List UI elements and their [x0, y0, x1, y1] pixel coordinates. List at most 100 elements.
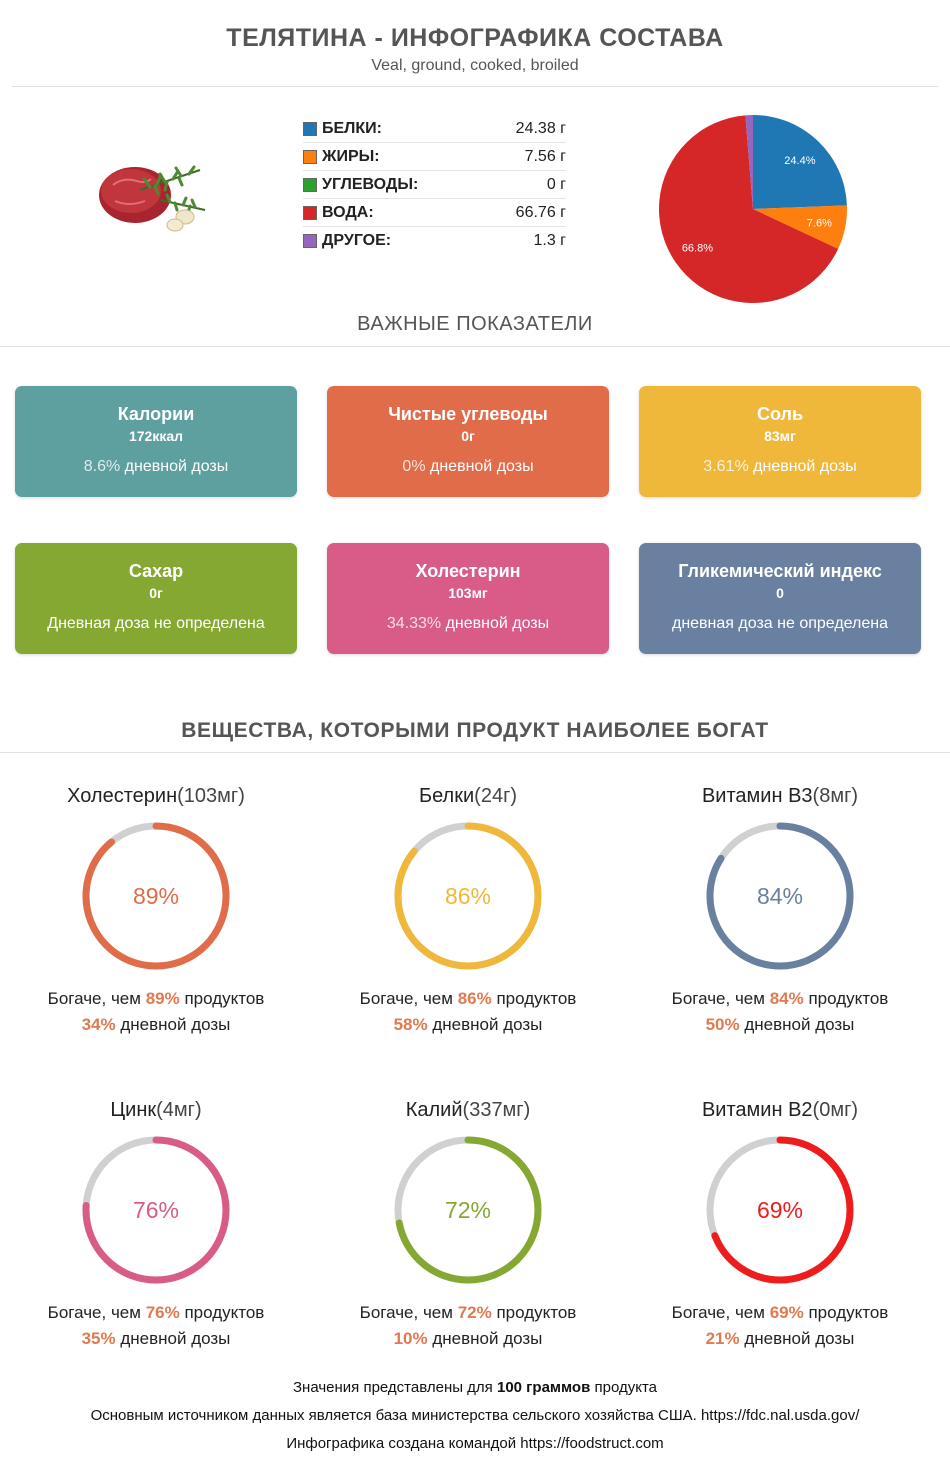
- richer-line: Богаче, чем 84% продуктов: [624, 986, 936, 1012]
- footer-suffix: продукта: [594, 1379, 657, 1396]
- nutrient-amount: (4мг): [156, 1099, 202, 1121]
- percentile-ring: 69%: [706, 1136, 854, 1284]
- macro-name: ДРУГОЕ:: [322, 232, 392, 249]
- footer-credit: Инфографика создана командой https://foo…: [286, 1435, 664, 1452]
- dose-pct: 34%: [81, 1015, 116, 1034]
- carbs-swatch: [303, 177, 317, 192]
- ring-percent: 72%: [445, 1197, 491, 1223]
- page-title: ТЕЛЯТИНА - ИНФОГРАФИКА СОСТАВА: [226, 24, 724, 52]
- richer-suffix: продуктов: [808, 1303, 889, 1322]
- macro-value: 1.3 г: [533, 232, 566, 249]
- protein-swatch: [303, 121, 317, 136]
- card-dose-text: дневная доза не определена: [671, 615, 888, 632]
- dose-suffix: дневной дозы: [432, 1015, 543, 1034]
- rich-nutrients-heading: ВЕЩЕСТВА, КОТОРЫМИ ПРОДУКТ НАИБОЛЕЕ БОГА…: [181, 719, 769, 742]
- nutrient-name: Калий: [405, 1099, 463, 1121]
- nutrient-title: Витамин B3(8мг): [624, 782, 936, 810]
- fat-swatch: [303, 149, 317, 164]
- card-calories: Калории 172ккал 8.6% дневной дозы: [15, 386, 297, 497]
- card-salt: Соль 83мг 3.61% дневной дозы: [639, 386, 921, 497]
- card-dose-pct: 8.6%: [83, 458, 121, 475]
- page-subtitle: Veal, ground, cooked, broiled: [371, 57, 579, 74]
- macro-row-protein: БЕЛКИ: 24.38 г: [303, 115, 566, 143]
- card-net-carbs: Чистые углеводы 0г 0% дневной дозы: [327, 386, 609, 497]
- dose-pct: 21%: [705, 1329, 740, 1348]
- macro-row-carbs: УГЛЕВОДЫ: 0 г: [303, 171, 566, 199]
- card-value: 103мг: [448, 585, 488, 601]
- richer-line: Богаче, чем 72% продуктов: [312, 1300, 624, 1326]
- richer-prefix: Богаче, чем: [359, 1303, 453, 1322]
- dose-pct: 10%: [393, 1329, 428, 1348]
- nutrient-title: Цинк(4мг): [0, 1096, 312, 1124]
- richer-line: Богаче, чем 86% продуктов: [312, 986, 624, 1012]
- ring-progress: [82, 1136, 230, 1284]
- nutrient-ring-block: Белки(24г) 86% Богаче, чем 86% продуктов 58…: [312, 782, 624, 1038]
- footer-bold: 100 граммов: [496, 1379, 591, 1396]
- card-value: 0г: [461, 428, 475, 444]
- richer-line: Богаче, чем 89% продуктов: [0, 986, 312, 1012]
- nutrient-title: Витамин B2(0мг): [624, 1096, 936, 1124]
- dose-line: 10% дневной дозы: [312, 1326, 624, 1352]
- card-dose-text: Дневная доза не определена: [47, 615, 265, 632]
- card-dose: 0% дневной дозы: [327, 458, 609, 476]
- dose-pct: 58%: [393, 1015, 428, 1034]
- nutrient-name: Белки: [418, 785, 475, 807]
- nutrient-name: Цинк: [110, 1099, 157, 1121]
- dose-suffix: дневной дозы: [744, 1015, 855, 1034]
- card-value: 0: [776, 585, 784, 601]
- footer-note: Значения представлены для 100 граммов пр…: [0, 1379, 950, 1396]
- nutrient-ring-block: Витамин B3(8мг) 84% Богаче, чем 84% продук…: [624, 782, 936, 1038]
- card-value: 83мг: [764, 428, 796, 444]
- card-dose-text: дневной дозы: [124, 458, 229, 475]
- macro-table: БЕЛКИ: 24.38 г ЖИРЫ: 7.56 г УГЛЕВОДЫ: 0 …: [303, 115, 566, 255]
- richer-pct: 86%: [457, 989, 492, 1008]
- dose-line: 58% дневной дозы: [312, 1012, 624, 1038]
- nutrient-ring-block: Витамин B2(0мг) 69% Богаче, чем 69% продук…: [624, 1096, 936, 1352]
- nutrient-amount: (337мг): [462, 1099, 531, 1121]
- nutrient-title: Холестерин(103мг): [0, 782, 312, 810]
- pie-slice-protein: [753, 115, 847, 209]
- card-dose: 3.61% дневной дозы: [639, 458, 921, 476]
- richer-suffix: продуктов: [496, 1303, 577, 1322]
- card-glycemic-index: Гликемический индекс 0 дневная доза не опр…: [639, 543, 921, 654]
- richer-pct: 69%: [769, 1303, 804, 1322]
- footer-prefix: Значения представлены для: [292, 1379, 493, 1396]
- ring-percent: 86%: [445, 883, 491, 909]
- ring-progress: [394, 822, 542, 970]
- meat-image: [99, 165, 206, 232]
- ring-progress: [82, 822, 230, 970]
- macro-row-other: ДРУГОЕ: 1.3 г: [303, 227, 566, 255]
- ring-percent: 89%: [133, 883, 179, 909]
- macro-name: УГЛЕВОДЫ:: [322, 175, 419, 193]
- richer-pct: 76%: [145, 1303, 180, 1322]
- card-dose-text: дневной дозы: [430, 458, 534, 475]
- dose-suffix: дневной дозы: [120, 1329, 231, 1348]
- macro-value: 66.76 г: [515, 203, 566, 221]
- nutrient-amount: (24г): [474, 785, 518, 807]
- macro-name: БЕЛКИ:: [322, 119, 382, 137]
- dose-line: 34% дневной дозы: [0, 1012, 312, 1038]
- card-value: 0г: [149, 585, 163, 601]
- nutrient-title: Калий(337мг): [312, 1096, 624, 1124]
- header-divider: [12, 86, 938, 87]
- section-divider: [0, 346, 950, 347]
- nutrient-ring-block: Калий(337мг) 72% Богаче, чем 72% продуктов…: [312, 1096, 624, 1352]
- dose-line: 21% дневной дозы: [624, 1326, 936, 1352]
- nutrient-name: Витамин B3: [701, 785, 813, 807]
- macro-row-fat: ЖИРЫ: 7.56 г: [303, 143, 566, 171]
- pie-slice-fat: [753, 205, 847, 249]
- section-divider: [0, 752, 950, 753]
- richer-prefix: Богаче, чем: [47, 989, 141, 1008]
- nutrient-ring-block: Холестерин(103мг) 89% Богаче, чем 89% прод…: [0, 782, 312, 1038]
- macro-name: ЖИРЫ:: [322, 147, 380, 165]
- nutrient-amount: (0мг): [812, 1099, 859, 1121]
- richer-suffix: продуктов: [184, 1303, 265, 1322]
- richer-pct: 84%: [769, 989, 804, 1008]
- ring-percent: 84%: [757, 883, 803, 909]
- ring-progress: [706, 822, 854, 970]
- richer-pct: 72%: [457, 1303, 492, 1322]
- card-dose-pct: 0%: [402, 458, 426, 475]
- card-value: 172ккал: [128, 428, 184, 444]
- card-dose: Дневная доза не определена: [15, 615, 297, 633]
- card-sugar: Сахар 0г Дневная доза не определена: [15, 543, 297, 654]
